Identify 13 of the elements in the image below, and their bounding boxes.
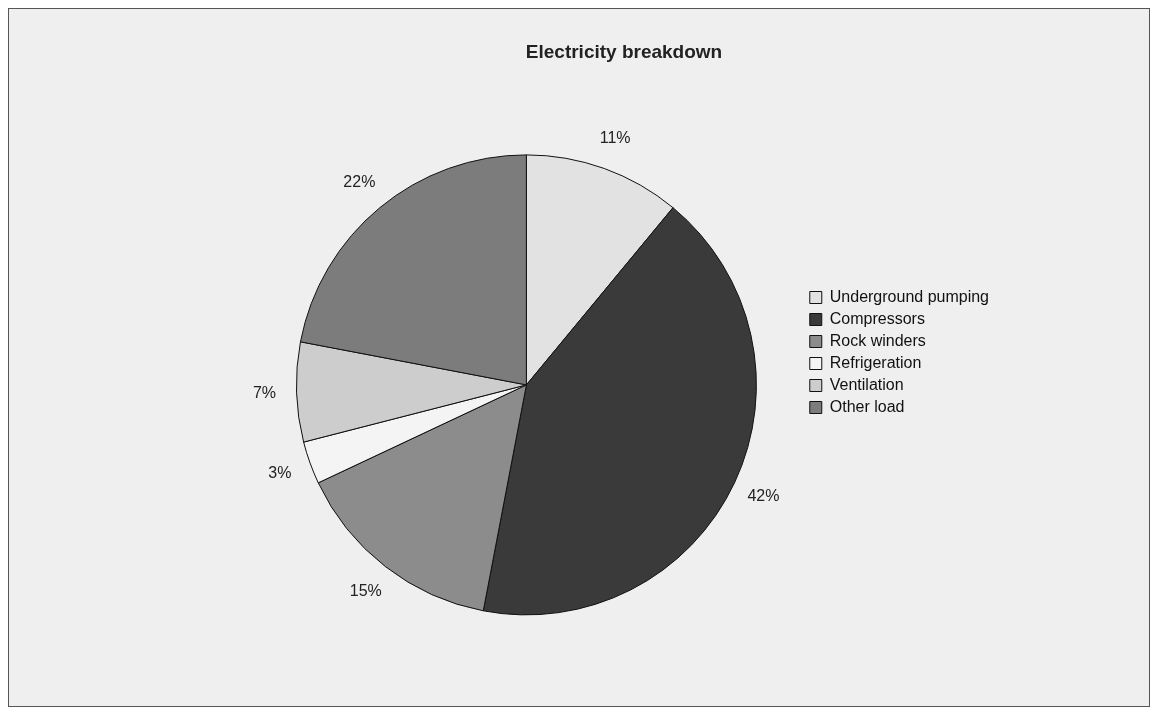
legend-label: Compressors — [829, 309, 925, 327]
legend-label: Ventilation — [829, 375, 904, 393]
legend-label: Rock winders — [829, 331, 926, 349]
data-label: 22% — [343, 173, 376, 191]
data-label: 3% — [268, 464, 292, 482]
data-label: 7% — [252, 383, 277, 401]
data-label: 11% — [599, 128, 631, 146]
legend-label: Refrigeration — [829, 353, 922, 371]
legend-label: Underground pumping — [829, 287, 989, 305]
data-label: 42% — [747, 486, 780, 504]
data-label: 15% — [349, 582, 382, 600]
chart-title: Electricity breakdown — [525, 40, 723, 62]
legend-label: Other load — [829, 397, 905, 415]
